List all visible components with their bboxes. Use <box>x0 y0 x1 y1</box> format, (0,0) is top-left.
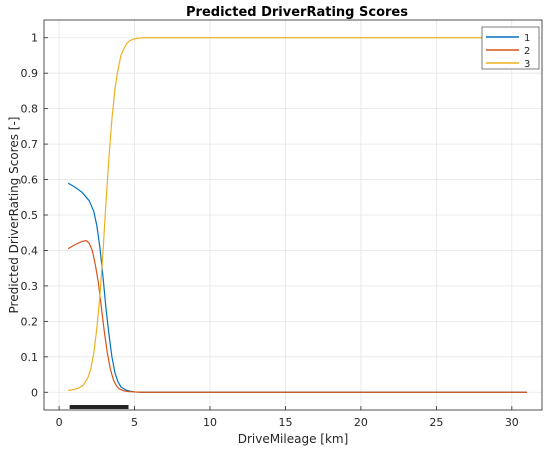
x-tick-label: 10 <box>203 416 217 429</box>
y-tick-label: 0.1 <box>21 351 39 364</box>
rug <box>69 405 129 409</box>
y-tick-label: 0.6 <box>21 174 39 187</box>
x-tick-label: 15 <box>278 416 292 429</box>
x-axis-label: DriveMileage [km] <box>238 432 349 446</box>
legend: 1 2 3 <box>481 26 540 70</box>
y-tick-label: 1 <box>31 32 38 45</box>
y-tick-label: 0.7 <box>21 138 39 151</box>
series-line-2 <box>67 239 527 393</box>
y-tick-label: 0 <box>31 386 38 399</box>
y-axis-ticks: 0 0.1 0.2 0.3 0.4 0.5 0.6 0.7 0.8 0.9 1 <box>21 32 48 399</box>
x-tick-label: 0 <box>56 416 63 429</box>
legend-box <box>481 26 540 70</box>
y-tick-label: 0.3 <box>21 280 39 293</box>
rug-marks <box>69 405 129 409</box>
series-layer <box>67 37 527 393</box>
x-tick-label: 5 <box>131 416 138 429</box>
legend-label: 1 <box>524 33 530 44</box>
y-tick-label: 0.8 <box>21 103 39 116</box>
x-tick-label: 25 <box>429 416 443 429</box>
legend-label: 3 <box>524 59 530 70</box>
chart-title: Predicted DriverRating Scores <box>186 5 408 20</box>
x-tick-label: 20 <box>354 416 368 429</box>
x-tick-label: 30 <box>505 416 519 429</box>
y-tick-label: 0.2 <box>21 315 39 328</box>
series-line-3 <box>68 37 527 392</box>
y-tick-label: 0.9 <box>21 67 39 80</box>
series-line-1 <box>67 182 527 393</box>
y-tick-label: 0.4 <box>21 244 39 257</box>
y-axis-label: Predicted DriverRating Scores [-] <box>7 117 21 314</box>
y-tick-label: 0.5 <box>21 209 39 222</box>
x-axis-ticks: 0 5 10 15 20 25 30 <box>56 406 519 429</box>
grid <box>44 20 542 410</box>
legend-label: 2 <box>524 46 530 57</box>
